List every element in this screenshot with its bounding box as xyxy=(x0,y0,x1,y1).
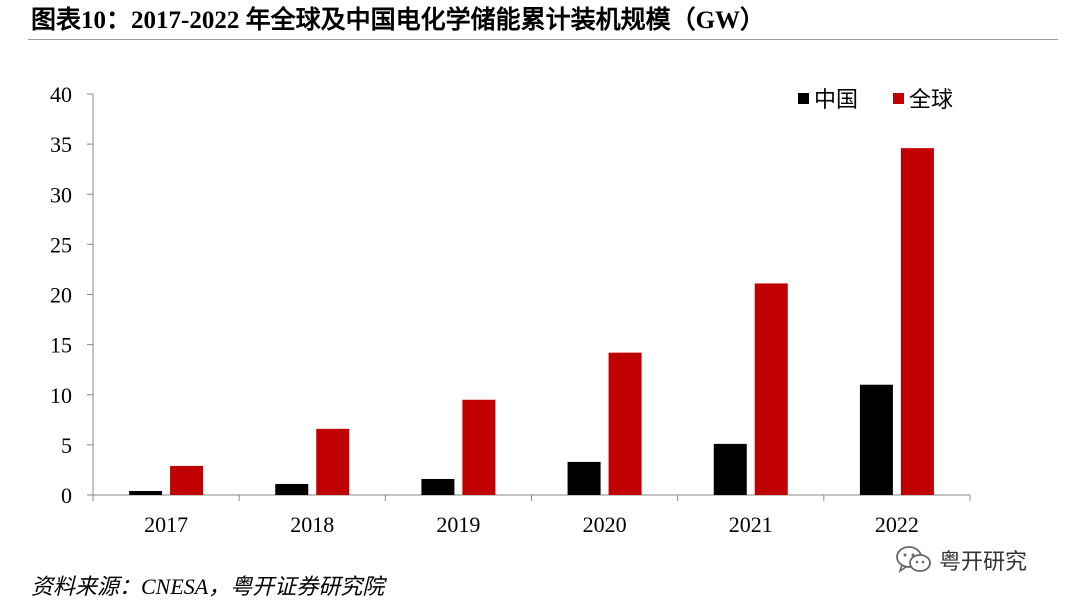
y-tick-label: 25 xyxy=(50,232,72,257)
bar-2019-china xyxy=(421,478,455,495)
legend-label: 中国 xyxy=(814,87,858,112)
title-divider xyxy=(28,39,1058,40)
y-tick-label: 35 xyxy=(50,132,72,157)
x-axis: 2017 2018 2019 2020 2021 2022 xyxy=(92,494,971,537)
bar-2020-china xyxy=(567,461,601,495)
y-tick-label: 5 xyxy=(61,433,72,458)
bar-2017-china xyxy=(129,490,163,495)
bar-2020-global xyxy=(608,352,642,495)
x-tick-label: 2017 xyxy=(144,512,188,537)
source-note: 资料来源：CNESA，粤开证券研究院 xyxy=(31,574,385,599)
x-tick-label: 2018 xyxy=(290,512,334,537)
legend: 中国 全球 xyxy=(798,87,953,112)
legend-swatch xyxy=(893,93,904,104)
y-axis: 0 5 10 15 20 25 30 35 40 xyxy=(50,82,94,508)
watermark-label: 粤开研究 xyxy=(939,550,1028,575)
wechat-icon xyxy=(896,546,931,573)
legend-swatch xyxy=(798,93,809,104)
watermark: 粤开研究 xyxy=(895,542,1027,578)
bar-2019-global xyxy=(462,399,496,495)
y-tick-label: 40 xyxy=(50,82,72,107)
bar-2021-global xyxy=(754,283,788,495)
chart-title: 图表10：2017-2022 年全球及中国电化学储能累计装机规模（GW） xyxy=(31,7,766,34)
x-tick-label: 2019 xyxy=(436,512,480,537)
y-tick-label: 20 xyxy=(50,283,72,308)
bar-2022-china xyxy=(859,384,893,495)
x-tick-label: 2022 xyxy=(875,512,919,537)
legend-label: 全球 xyxy=(909,87,953,112)
bars xyxy=(129,148,934,495)
bar-2018-global xyxy=(316,428,350,495)
bar-2018-china xyxy=(275,483,309,495)
x-tick-label: 2020 xyxy=(583,512,627,537)
bar-2017-global xyxy=(170,465,204,495)
y-tick-label: 30 xyxy=(50,182,72,207)
y-tick-label: 10 xyxy=(50,383,72,408)
y-tick-label: 0 xyxy=(61,483,72,508)
bar-2021-china xyxy=(713,443,747,495)
x-tick-label: 2021 xyxy=(729,512,773,537)
bar-2022-global xyxy=(900,148,934,495)
y-tick-label: 15 xyxy=(50,333,72,358)
